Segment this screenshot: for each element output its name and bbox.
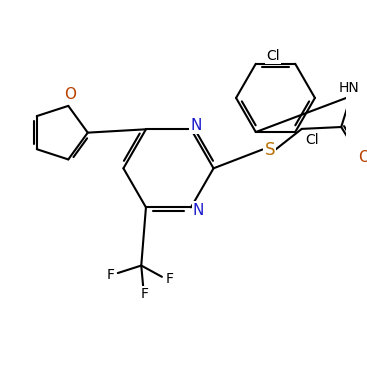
- Text: O: O: [358, 150, 367, 166]
- Text: Cl: Cl: [305, 133, 319, 147]
- Text: HN: HN: [338, 81, 359, 95]
- Text: O: O: [64, 87, 76, 102]
- Text: Cl: Cl: [266, 49, 280, 63]
- Text: F: F: [106, 268, 114, 282]
- Text: S: S: [265, 141, 275, 159]
- Text: F: F: [166, 272, 174, 286]
- Text: F: F: [141, 287, 149, 301]
- Text: N: N: [190, 118, 201, 133]
- Text: N: N: [193, 203, 204, 218]
